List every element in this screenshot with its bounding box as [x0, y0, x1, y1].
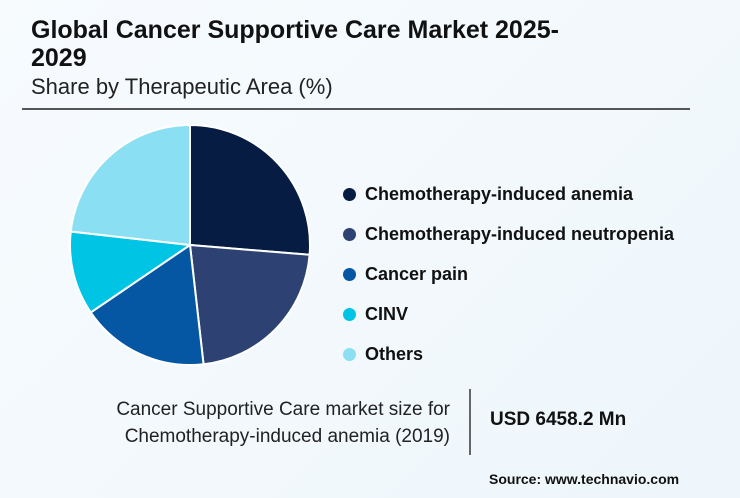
pie-slice-cinv [69, 230, 193, 314]
legend-label: Others [365, 343, 424, 364]
pie-slice-others [69, 123, 191, 247]
legend-swatch [343, 307, 356, 321]
market-size-value: USD 6458.2 Mn [490, 409, 627, 430]
pie-slice-chemotherapy-induced-anemia [189, 123, 311, 256]
legend-item: Chemotherapy-induced neutropenia [343, 214, 674, 254]
chart-subtitle: Share by Therapeutic Area (%) [31, 74, 333, 99]
chart-title: Global Cancer Supportive Care Market 202… [31, 16, 559, 72]
legend-item: Cancer pain [343, 254, 674, 294]
legend-label: Chemotherapy-induced neutropenia [365, 223, 675, 244]
legend-label: Chemotherapy-induced anemia [365, 183, 634, 204]
legend: Chemotherapy-induced anemia Chemotherapy-… [343, 174, 674, 374]
note-line-2: Chemotherapy-induced anemia (2019) [124, 426, 450, 447]
legend-swatch [343, 187, 356, 201]
divider [22, 108, 690, 110]
note-line-1: Cancer Supportive Care market size for [116, 399, 450, 420]
legend-item: Chemotherapy-induced anemia [343, 174, 674, 214]
legend-label: Cancer pain [365, 263, 469, 284]
legend-swatch [343, 347, 356, 361]
pie-slice-chemotherapy-induced-neutropenia [188, 243, 311, 366]
legend-swatch [343, 267, 356, 281]
legend-swatch [343, 227, 356, 241]
legend-item: Others [343, 334, 674, 374]
legend-label: CINV [365, 303, 409, 324]
legend-item: CINV [343, 294, 674, 334]
divider-vertical [469, 389, 471, 455]
pie-slice-cancer-pain [89, 243, 205, 366]
source-text: Source: www.technavio.com [489, 471, 680, 487]
market-size-note: Cancer Supportive Care market size for C… [40, 396, 450, 450]
